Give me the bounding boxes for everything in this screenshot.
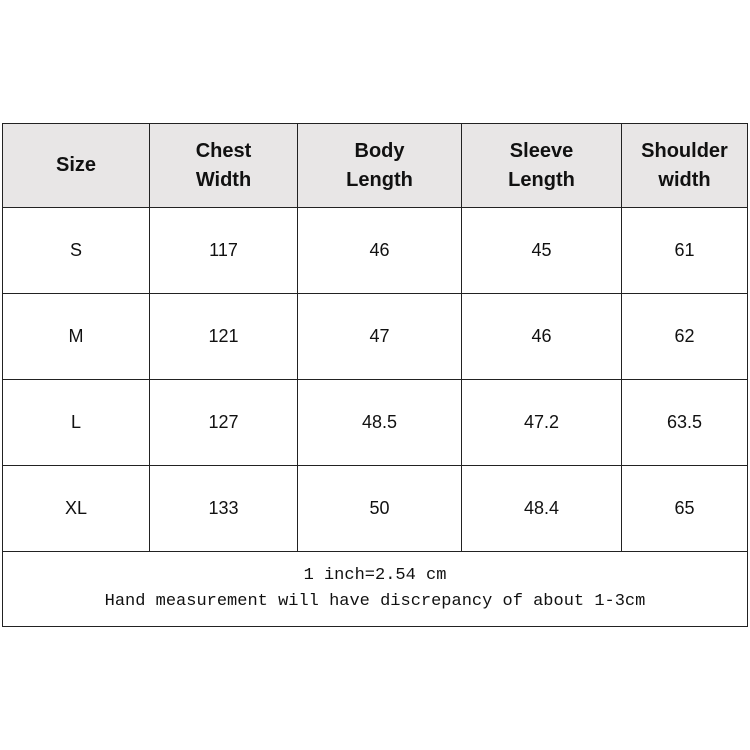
table-row: M 121 47 46 62: [2, 293, 748, 380]
table-cell: 62: [621, 293, 748, 380]
table-cell: 61: [621, 207, 748, 294]
table-cell: 48.4: [461, 465, 622, 552]
table-row: S 117 46 45 61: [2, 207, 748, 294]
header-size: Size: [2, 123, 150, 208]
table-cell: XL: [2, 465, 150, 552]
header-label: Width: [195, 168, 252, 191]
header-label: Length: [508, 168, 575, 191]
header-shoulder-width: Shoulder width: [621, 123, 748, 208]
table-cell: 48.5: [297, 379, 462, 466]
header-label: Body: [354, 139, 405, 162]
table-cell: 63.5: [621, 379, 748, 466]
table-row: XL 133 50 48.4 65: [2, 465, 748, 552]
table-cell: 46: [297, 207, 462, 294]
table-cell: 50: [297, 465, 462, 552]
header-label: Length: [346, 168, 413, 191]
table-cell: L: [2, 379, 150, 466]
header-label: Size: [55, 154, 97, 176]
table-row: L 127 48.5 47.2 63.5: [2, 379, 748, 466]
size-chart-table: Size Chest Width Body Length Sleeve Length …: [2, 123, 748, 627]
table-cell: 127: [149, 379, 298, 466]
header-row: Size Chest Width Body Length Sleeve Length …: [2, 123, 748, 208]
table-cell: 65: [621, 465, 748, 552]
header-sleeve-length: Sleeve Length: [461, 123, 622, 208]
table-cell: 47.2: [461, 379, 622, 466]
header-label: Chest: [195, 139, 252, 162]
conversion-note: 1 inch=2.54 cm: [303, 566, 447, 585]
table-cell: M: [2, 293, 150, 380]
header-label: Sleeve: [509, 139, 574, 162]
notes-row: 1 inch=2.54 cm Hand measurement will have…: [2, 551, 748, 627]
measurement-note: Hand measurement will have discrepancy o…: [104, 592, 646, 611]
header-chest-width: Chest Width: [149, 123, 298, 208]
header-body-length: Body Length: [297, 123, 462, 208]
notes-cell: 1 inch=2.54 cm Hand measurement will have…: [2, 551, 748, 627]
table-cell: 47: [297, 293, 462, 380]
table-cell: 45: [461, 207, 622, 294]
table-cell: S: [2, 207, 150, 294]
table-cell: 117: [149, 207, 298, 294]
table-cell: 46: [461, 293, 622, 380]
header-label: Shoulder: [641, 139, 728, 162]
table-cell: 133: [149, 465, 298, 552]
header-label: width: [658, 168, 711, 191]
table-cell: 121: [149, 293, 298, 380]
